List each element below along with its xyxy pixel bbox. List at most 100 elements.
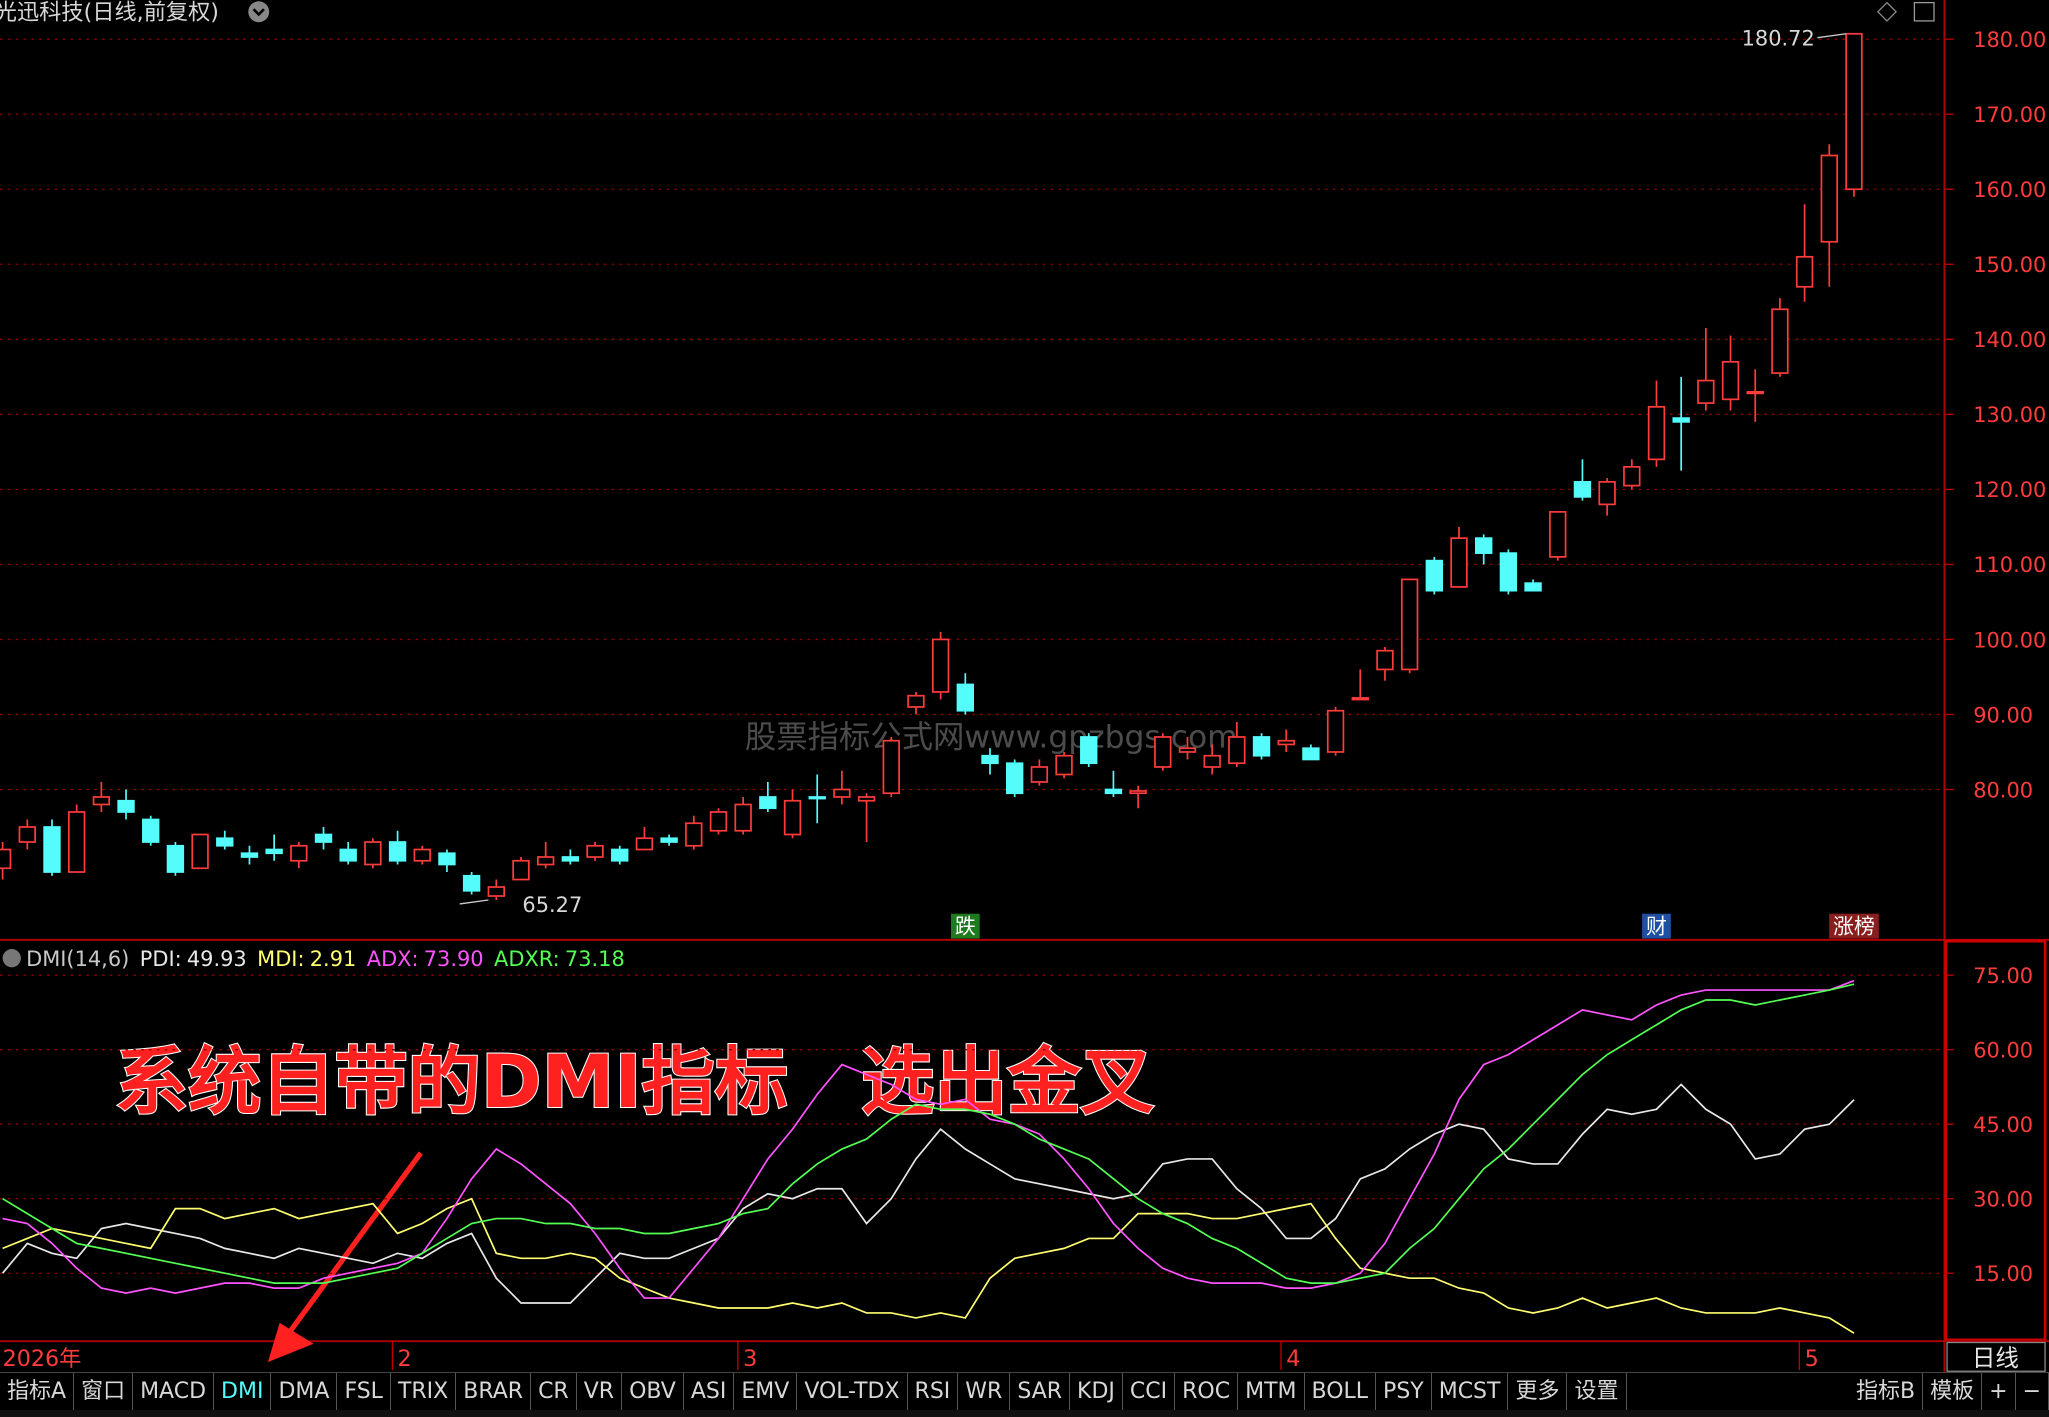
icon-diamond[interactable]	[1876, 1, 1898, 22]
candle-body	[117, 799, 135, 813]
indicator-tab[interactable]: KDJ	[1070, 1373, 1123, 1411]
candle-body	[536, 856, 555, 866]
y-tick-label: 160.00	[1973, 178, 2046, 202]
indicator-tab[interactable]: MACD	[133, 1373, 215, 1411]
indicator-tab[interactable]: OBV	[622, 1373, 684, 1411]
indicator-tab[interactable]: −	[2016, 1373, 2049, 1411]
candle-body	[1820, 154, 1838, 243]
event-marker: 财	[1646, 914, 1667, 938]
indicator-tab[interactable]: BRAR	[456, 1373, 532, 1411]
candle-body	[956, 683, 975, 712]
candle-body	[1672, 417, 1690, 423]
legend-name: ADXR:	[494, 947, 560, 971]
legend-value: 73.90	[424, 947, 484, 971]
event-marker: 跌	[955, 914, 976, 938]
indicator-tab[interactable]: EMV	[734, 1373, 798, 1411]
candle-body	[438, 852, 456, 866]
candle-body	[685, 822, 703, 847]
indicator-tab[interactable]: 模板	[1923, 1373, 1983, 1411]
indicator-tab[interactable]: BOLL	[1305, 1373, 1377, 1411]
legend-name: ADX:	[367, 947, 419, 971]
candle-body	[1746, 390, 1764, 395]
candle-body	[1055, 754, 1073, 776]
candle-body	[413, 848, 431, 862]
indicator-tab[interactable]: VR	[577, 1373, 623, 1411]
candle-body	[586, 844, 604, 858]
candle-body	[1475, 537, 1493, 554]
candle-body	[759, 796, 777, 810]
indicator-tab[interactable]: 更多	[1508, 1373, 1568, 1411]
candle-body	[240, 852, 259, 858]
candle-body	[1203, 754, 1221, 768]
event-marker-bg	[1642, 913, 1671, 939]
indicator-tab[interactable]: TRIX	[391, 1373, 457, 1411]
indicator-tab[interactable]: CCI	[1123, 1373, 1176, 1411]
indicator-tab[interactable]: 指标B	[1849, 1373, 1924, 1411]
icon-window[interactable]	[1913, 1, 1935, 22]
event-marker-bg	[1829, 913, 1879, 939]
indicator-tab[interactable]: WR	[958, 1373, 1011, 1411]
candle-body	[1104, 788, 1123, 795]
annotation-arrow	[282, 1151, 423, 1341]
candle-body	[191, 833, 209, 870]
candle-body	[808, 796, 826, 800]
y-tick-label: 45.00	[1973, 1113, 2033, 1137]
indicator-tab[interactable]: +	[1982, 1373, 2016, 1411]
legend-name: MDI:	[257, 947, 304, 971]
legend-value: 73.18	[565, 947, 625, 971]
candle-body	[1845, 32, 1863, 191]
annotation-caption: 系统自带的DMI指标 选出金叉	[115, 1040, 1154, 1125]
y-tick-label: 140.00	[1973, 328, 2046, 352]
indicator-tab[interactable]: SAR	[1010, 1373, 1071, 1411]
indicator-tab[interactable]: 窗口	[74, 1373, 134, 1411]
candle-body	[1573, 481, 1592, 498]
candle-body	[0, 848, 12, 870]
indicator-tab[interactable]: DMA	[271, 1373, 338, 1411]
title-dropdown[interactable]	[248, 1, 270, 23]
candle-body	[1721, 360, 1740, 401]
indicator-tab[interactable]: DMI	[214, 1373, 272, 1411]
indicator-tab[interactable]: CR	[531, 1373, 577, 1411]
candle-body	[216, 837, 234, 847]
candle-body	[18, 826, 36, 843]
event-marker-bg	[950, 913, 980, 939]
x-tick-label: 5	[1805, 1346, 1819, 1372]
candle-body	[1129, 790, 1147, 795]
indicator-tab[interactable]: PSY	[1376, 1373, 1432, 1411]
indicator-tab[interactable]: MTM	[1238, 1373, 1305, 1411]
indicator-dropdown[interactable]	[2, 949, 21, 968]
candle-body	[142, 818, 160, 843]
indicator-tab[interactable]: 设置	[1567, 1373, 1627, 1411]
candle-body	[1647, 405, 1666, 461]
candle-body	[1549, 511, 1567, 558]
chart-title: 光迅科技(日线,前复权)	[0, 0, 219, 26]
candle-body	[1598, 481, 1616, 506]
candle-body	[561, 856, 580, 862]
candle-body	[364, 841, 382, 866]
y-tick-label: 90.00	[1973, 703, 2033, 727]
y-tick-label: 150.00	[1973, 253, 2046, 277]
y-tick-label: 170.00	[1973, 103, 2046, 127]
period-box[interactable]	[1946, 1341, 2046, 1372]
candle-body	[487, 886, 505, 897]
candle-body	[166, 844, 185, 873]
dmi-line	[2, 983, 1855, 1284]
indicator-tab[interactable]: RSI	[908, 1373, 959, 1411]
indicator-tab[interactable]: MCST	[1432, 1373, 1509, 1411]
indicator-tab[interactable]: ASI	[684, 1373, 735, 1411]
x-tick-label: 4	[1286, 1346, 1300, 1372]
indicator-tab[interactable]: ROC	[1175, 1373, 1239, 1411]
y-tick-label: 110.00	[1973, 553, 2046, 577]
candle-body	[857, 796, 876, 802]
candle-body	[1154, 736, 1172, 768]
candle-body	[1351, 697, 1369, 701]
candle-body	[1425, 559, 1444, 592]
indicator-tab[interactable]: VOL-TDX	[797, 1373, 908, 1411]
candle-body	[1450, 537, 1468, 588]
indicator-tab[interactable]: FSL	[337, 1373, 391, 1411]
candle-body	[1277, 739, 1295, 746]
x-tick-label: 2026年	[3, 1346, 82, 1372]
candle-body	[1030, 766, 1049, 783]
indicator-tab[interactable]: 指标A	[0, 1373, 75, 1411]
